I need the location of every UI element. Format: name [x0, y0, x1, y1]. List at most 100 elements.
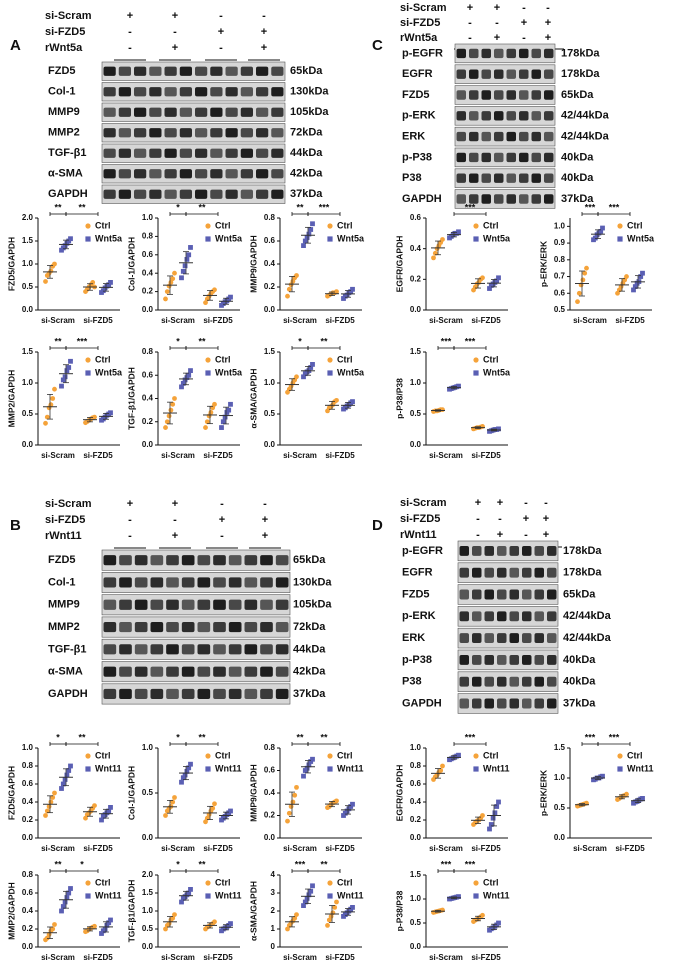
condition-sign: + [494, 2, 500, 14]
data-point [350, 399, 355, 404]
blot-band [134, 169, 147, 179]
blot-band [544, 90, 554, 100]
y-tick-label: 0.0 [554, 833, 566, 842]
x-tick-label: si-Scram [41, 451, 75, 460]
legend-marker [473, 753, 479, 759]
blot-band [484, 545, 494, 556]
data-point [310, 221, 315, 227]
blot-band [213, 666, 226, 677]
legend-marker [327, 753, 333, 759]
blot-band [195, 87, 208, 97]
protein-label: P38 [402, 676, 422, 688]
blot-band [522, 545, 532, 556]
blot-band [256, 169, 269, 179]
blot-band [166, 555, 179, 566]
condition-sign: - [220, 530, 224, 542]
y-tick-label: 0.6 [264, 766, 276, 775]
data-point [180, 268, 186, 274]
y-tick-label: 0.2 [264, 811, 276, 820]
protein-label: EGFR [402, 567, 433, 579]
legend-label: Wnt5a [337, 233, 365, 243]
y-tick-label: 0.0 [410, 833, 422, 842]
data-point [62, 374, 68, 380]
legend-marker [327, 370, 333, 376]
y-tick-label: 0.8 [22, 761, 34, 770]
blot-band [456, 111, 466, 121]
blot-band [210, 169, 223, 179]
blot-band [481, 173, 491, 183]
blot-band [103, 621, 117, 633]
data-point [186, 372, 192, 378]
significance-label: * [176, 859, 180, 869]
blot-band [149, 66, 162, 76]
significance-label: * [80, 859, 84, 869]
significance-label: ** [198, 732, 206, 742]
data-point [203, 300, 208, 306]
legend-marker [205, 236, 211, 242]
protein-label: p-EGFR [402, 47, 443, 59]
y-axis-label: MMP2/GAPDH [6, 370, 16, 428]
blot-band [150, 599, 164, 610]
y-axis-label: p-P38/P38 [394, 890, 404, 931]
data-point [456, 229, 461, 235]
size-label: 72kDa [293, 621, 326, 633]
condition-sign: + [545, 32, 551, 44]
condition-label: si-FZD5 [400, 513, 440, 525]
blot-band [497, 676, 507, 687]
y-tick-label: 0.5 [142, 924, 154, 933]
y-axis-label: p-ERK/ERK [538, 769, 548, 816]
blot-band [149, 189, 162, 199]
significance-label: * [176, 202, 180, 212]
legend-marker [327, 223, 333, 229]
size-label: 130kDa [293, 576, 332, 588]
data-point [68, 236, 73, 242]
x-tick-label: si-Scram [283, 953, 317, 962]
blot-band [179, 66, 192, 76]
data-point [480, 275, 485, 281]
blot-strip [101, 661, 291, 683]
x-tick-label: si-Scram [429, 953, 463, 962]
data-point [592, 235, 598, 241]
blot-band [271, 169, 284, 179]
x-tick-label: si-FZD5 [325, 953, 355, 962]
data-point [301, 773, 306, 779]
data-point [163, 425, 168, 430]
data-point [203, 425, 208, 430]
y-axis-label: MMP2/GAPDH [6, 882, 16, 940]
condition-sign: - [498, 513, 502, 525]
size-label: 105kDa [290, 106, 329, 118]
blot-band [240, 107, 253, 117]
blot-band [497, 698, 507, 709]
legend-marker [205, 357, 211, 363]
x-tick-label: si-FZD5 [203, 953, 233, 962]
y-tick-label: 0.4 [410, 797, 422, 806]
data-point [68, 763, 73, 769]
y-axis-label: MMP9/GAPDH [248, 764, 258, 822]
blot-band [119, 555, 132, 566]
y-axis-label: Col-1/GAPDH [126, 237, 136, 291]
blot-band [103, 666, 117, 677]
data-point [188, 245, 193, 250]
data-point [334, 899, 339, 905]
protein-label: MMP2 [48, 621, 80, 633]
condition-label: si-FZD5 [45, 514, 85, 526]
legend-marker [617, 766, 623, 772]
blot-strip [454, 147, 556, 168]
condition-sign: + [172, 530, 178, 542]
legend-marker [327, 893, 333, 899]
blot-band [519, 69, 529, 79]
y-tick-label: 1.5 [410, 347, 422, 356]
data-point [179, 779, 184, 785]
legend-label: Ctrl [483, 220, 499, 230]
data-point [164, 419, 170, 425]
data-point [99, 817, 104, 823]
condition-sign: - [128, 530, 132, 542]
data-point [302, 899, 308, 905]
legend-marker [327, 766, 333, 772]
blot-band [522, 567, 532, 578]
blot-strip [101, 61, 286, 81]
condition-label: si-FZD5 [400, 17, 440, 29]
x-tick-label: si-Scram [429, 451, 463, 460]
data-point [44, 935, 50, 941]
y-tick-label: 0.0 [410, 942, 422, 951]
